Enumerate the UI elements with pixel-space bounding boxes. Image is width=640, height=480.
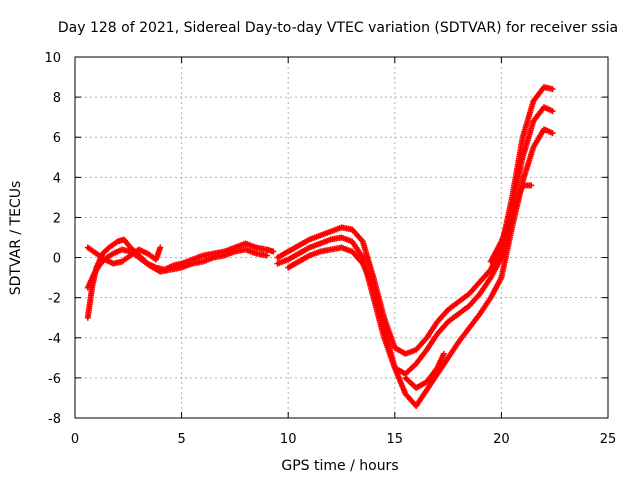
y-tick-label: 0	[53, 252, 61, 267]
y-tick-label: -6	[48, 372, 61, 387]
y-tick-label: -4	[48, 332, 61, 347]
series-track-2	[84, 246, 270, 291]
x-tick-label: 5	[177, 432, 185, 447]
data-point	[263, 252, 270, 259]
data-points	[84, 84, 556, 409]
series-track-8	[487, 182, 535, 265]
data-point	[549, 108, 556, 115]
chart-title: Day 128 of 2021, Sidereal Day-to-day VTE…	[58, 20, 618, 36]
data-point	[440, 350, 447, 357]
data-point	[528, 182, 535, 189]
y-tick-label: 10	[44, 51, 61, 66]
x-tick-label: 15	[387, 432, 404, 447]
x-axis: 0 5 10 15 20 25	[71, 57, 616, 447]
x-tick-label: 0	[71, 432, 79, 447]
data-point	[270, 248, 277, 255]
y-tick-label: 8	[53, 91, 61, 106]
y-tick-label: 2	[53, 211, 61, 226]
y-axis: -8 -6 -4 -2 0 2 4 6 8 10	[44, 51, 608, 427]
series-track-7	[402, 350, 447, 391]
y-tick-label: -8	[48, 412, 61, 427]
x-tick-label: 10	[280, 432, 297, 447]
plot-frame	[74, 56, 609, 419]
data-point	[549, 86, 556, 93]
y-tick-label: -2	[48, 292, 61, 307]
y-tick-label: 4	[53, 171, 61, 186]
y-tick-label: 6	[53, 131, 61, 146]
x-tick-label: 25	[600, 432, 617, 447]
grid	[75, 57, 608, 418]
series-track-3	[84, 244, 164, 267]
x-tick-label: 20	[493, 432, 510, 447]
data-point	[157, 244, 164, 251]
y-axis-label: SDTVAR / TECUs	[8, 181, 24, 296]
data-point	[549, 130, 556, 137]
x-axis-label: GPS time / hours	[281, 458, 398, 474]
series-track-5	[274, 104, 556, 377]
